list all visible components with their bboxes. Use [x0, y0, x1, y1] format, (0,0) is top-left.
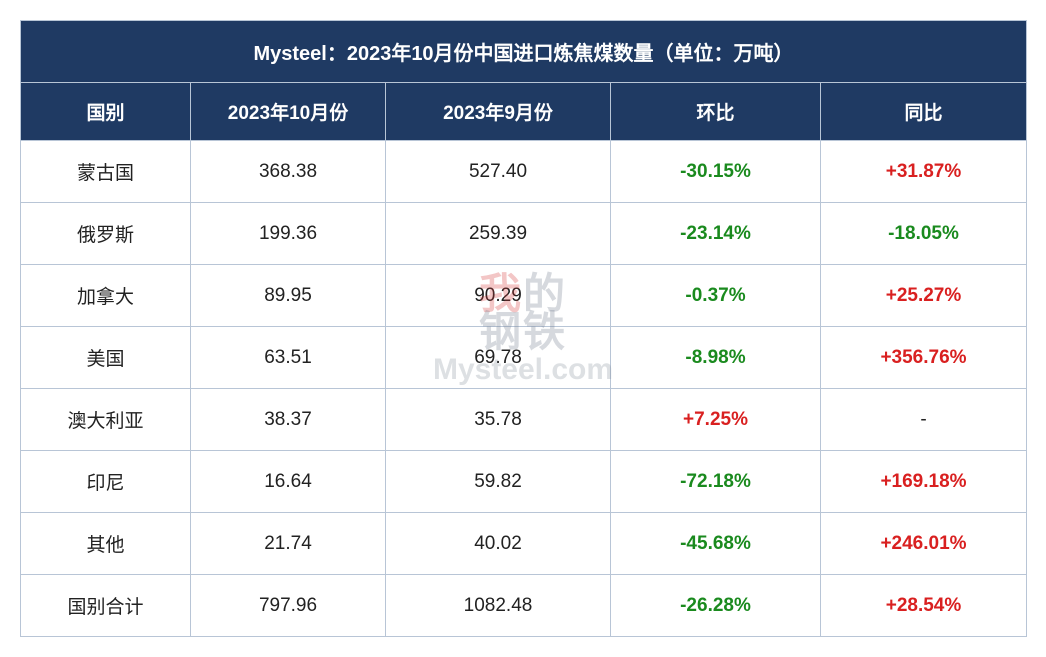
- cell-country: 蒙古国: [21, 141, 191, 203]
- cell-country: 俄罗斯: [21, 203, 191, 265]
- table-title-row: Mysteel：2023年10月份中国进口炼焦煤数量（单位：万吨）: [21, 21, 1027, 83]
- data-table-wrapper: 我的 钢铁 Mysteel.com Mysteel：2023年10月份中国进口炼…: [20, 20, 1026, 637]
- cell-country: 其他: [21, 513, 191, 575]
- data-table: Mysteel：2023年10月份中国进口炼焦煤数量（单位：万吨） 国别 202…: [20, 20, 1027, 637]
- cell-oct: 199.36: [191, 203, 386, 265]
- cell-oct: 797.96: [191, 575, 386, 637]
- cell-yoy: +169.18%: [821, 451, 1027, 513]
- col-header-yoy: 同比: [821, 83, 1027, 141]
- table-body: 蒙古国368.38527.40-30.15%+31.87%俄罗斯199.3625…: [21, 141, 1027, 637]
- cell-sep: 527.40: [386, 141, 611, 203]
- cell-oct: 63.51: [191, 327, 386, 389]
- cell-country: 澳大利亚: [21, 389, 191, 451]
- cell-country: 加拿大: [21, 265, 191, 327]
- table-title: Mysteel：2023年10月份中国进口炼焦煤数量（单位：万吨）: [21, 21, 1027, 83]
- table-row: 其他21.7440.02-45.68%+246.01%: [21, 513, 1027, 575]
- table-row: 印尼16.6459.82-72.18%+169.18%: [21, 451, 1027, 513]
- table-row: 加拿大89.9590.29-0.37%+25.27%: [21, 265, 1027, 327]
- cell-mom: -8.98%: [611, 327, 821, 389]
- cell-country: 印尼: [21, 451, 191, 513]
- cell-country: 国别合计: [21, 575, 191, 637]
- cell-yoy: +25.27%: [821, 265, 1027, 327]
- cell-mom: -26.28%: [611, 575, 821, 637]
- cell-mom: -23.14%: [611, 203, 821, 265]
- cell-country: 美国: [21, 327, 191, 389]
- cell-yoy: -18.05%: [821, 203, 1027, 265]
- col-header-country: 国别: [21, 83, 191, 141]
- table-row: 美国63.5169.78-8.98%+356.76%: [21, 327, 1027, 389]
- table-row: 国别合计797.961082.48-26.28%+28.54%: [21, 575, 1027, 637]
- col-header-sep: 2023年9月份: [386, 83, 611, 141]
- cell-oct: 38.37: [191, 389, 386, 451]
- cell-sep: 69.78: [386, 327, 611, 389]
- table-row: 蒙古国368.38527.40-30.15%+31.87%: [21, 141, 1027, 203]
- cell-sep: 1082.48: [386, 575, 611, 637]
- cell-sep: 59.82: [386, 451, 611, 513]
- cell-oct: 368.38: [191, 141, 386, 203]
- cell-yoy: -: [821, 389, 1027, 451]
- cell-yoy: +356.76%: [821, 327, 1027, 389]
- col-header-mom: 环比: [611, 83, 821, 141]
- cell-oct: 89.95: [191, 265, 386, 327]
- cell-mom: -45.68%: [611, 513, 821, 575]
- cell-sep: 259.39: [386, 203, 611, 265]
- cell-yoy: +31.87%: [821, 141, 1027, 203]
- cell-mom: -0.37%: [611, 265, 821, 327]
- table-row: 俄罗斯199.36259.39-23.14%-18.05%: [21, 203, 1027, 265]
- cell-mom: +7.25%: [611, 389, 821, 451]
- cell-sep: 35.78: [386, 389, 611, 451]
- cell-sep: 40.02: [386, 513, 611, 575]
- cell-mom: -30.15%: [611, 141, 821, 203]
- cell-sep: 90.29: [386, 265, 611, 327]
- cell-yoy: +246.01%: [821, 513, 1027, 575]
- cell-yoy: +28.54%: [821, 575, 1027, 637]
- cell-oct: 21.74: [191, 513, 386, 575]
- col-header-oct: 2023年10月份: [191, 83, 386, 141]
- table-row: 澳大利亚38.3735.78+7.25%-: [21, 389, 1027, 451]
- cell-mom: -72.18%: [611, 451, 821, 513]
- table-header-row: 国别 2023年10月份 2023年9月份 环比 同比: [21, 83, 1027, 141]
- cell-oct: 16.64: [191, 451, 386, 513]
